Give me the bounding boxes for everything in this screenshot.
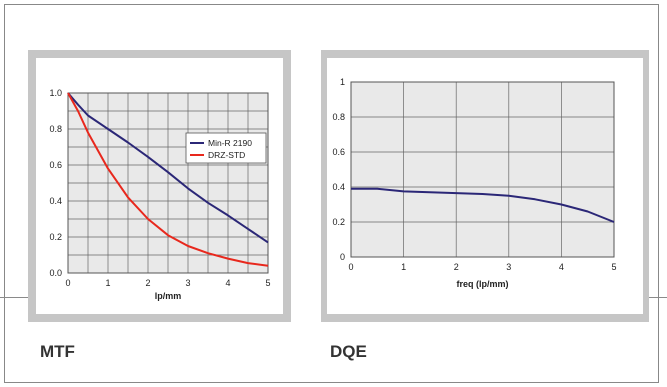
mtf-chart: 0 1 2 3 4 5 0.0 0.2 0.4 0.6 0.8 1.0 lp/mm Min-R 2190 D…: [36, 58, 283, 314]
divider-right: [649, 297, 667, 298]
plot-border: [350, 81, 615, 258]
divider-left: [0, 297, 28, 298]
y-tick-label: 0.2: [49, 232, 62, 242]
x-tick-label: 0: [348, 262, 353, 272]
y-tick-label: 0.0: [49, 268, 62, 278]
dqe-chart: 0 1 2 3 4 5 0 0.2 0.4 0.6 0.8 1 freq (lp/mm): [327, 58, 643, 314]
page-frame: [4, 4, 659, 383]
plot-border: [67, 92, 269, 274]
plot-area: [351, 82, 614, 257]
y-tick-label: 1.0: [49, 88, 62, 98]
mtf-panel: 0 1 2 3 4 5 0.0 0.2 0.4 0.6 0.8 1.0 lp/mm Min-R 2190 D…: [28, 50, 291, 322]
mtf-caption: MTF: [40, 342, 75, 361]
x-tick-label: 2: [145, 278, 150, 288]
legend: Min-R 2190 DRZ-STD: [185, 132, 267, 164]
dqe-caption: DQE: [330, 342, 367, 361]
y-tick-label: 0.6: [332, 147, 345, 157]
y-tick-label: 0.2: [332, 217, 345, 227]
x-tick-label: 3: [506, 262, 511, 272]
series-line-dqe: [351, 187, 615, 223]
x-tick-label: 4: [225, 278, 230, 288]
x-tick-label: 3: [185, 278, 190, 288]
y-tick-label: 0.4: [332, 182, 345, 192]
y-tick-label: 1: [340, 77, 345, 87]
legend-label: DRZ-STD: [208, 150, 245, 160]
x-tick-label: 1: [401, 262, 406, 272]
x-axis-label: freq (lp/mm): [456, 279, 508, 289]
y-tick-label: 0.8: [332, 112, 345, 122]
x-axis-label: lp/mm: [155, 291, 182, 301]
y-tick-label: 0.8: [49, 124, 62, 134]
x-tick-label: 5: [611, 262, 616, 272]
series-line-drz-std: [67, 92, 269, 267]
legend-box: [185, 132, 267, 164]
y-tick-label: 0: [340, 252, 345, 262]
dqe-panel: 0 1 2 3 4 5 0 0.2 0.4 0.6 0.8 1 freq (lp/mm): [321, 50, 649, 322]
legend-label: Min-R 2190: [208, 138, 252, 148]
x-tick-label: 2: [454, 262, 459, 272]
y-tick-label: 0.6: [49, 160, 62, 170]
x-tick-label: 0: [65, 278, 70, 288]
x-tick-label: 1: [105, 278, 110, 288]
y-tick-label: 0.4: [49, 196, 62, 206]
x-tick-label: 5: [265, 278, 270, 288]
x-tick-label: 4: [559, 262, 564, 272]
series-line-min-r-2190: [67, 92, 269, 244]
